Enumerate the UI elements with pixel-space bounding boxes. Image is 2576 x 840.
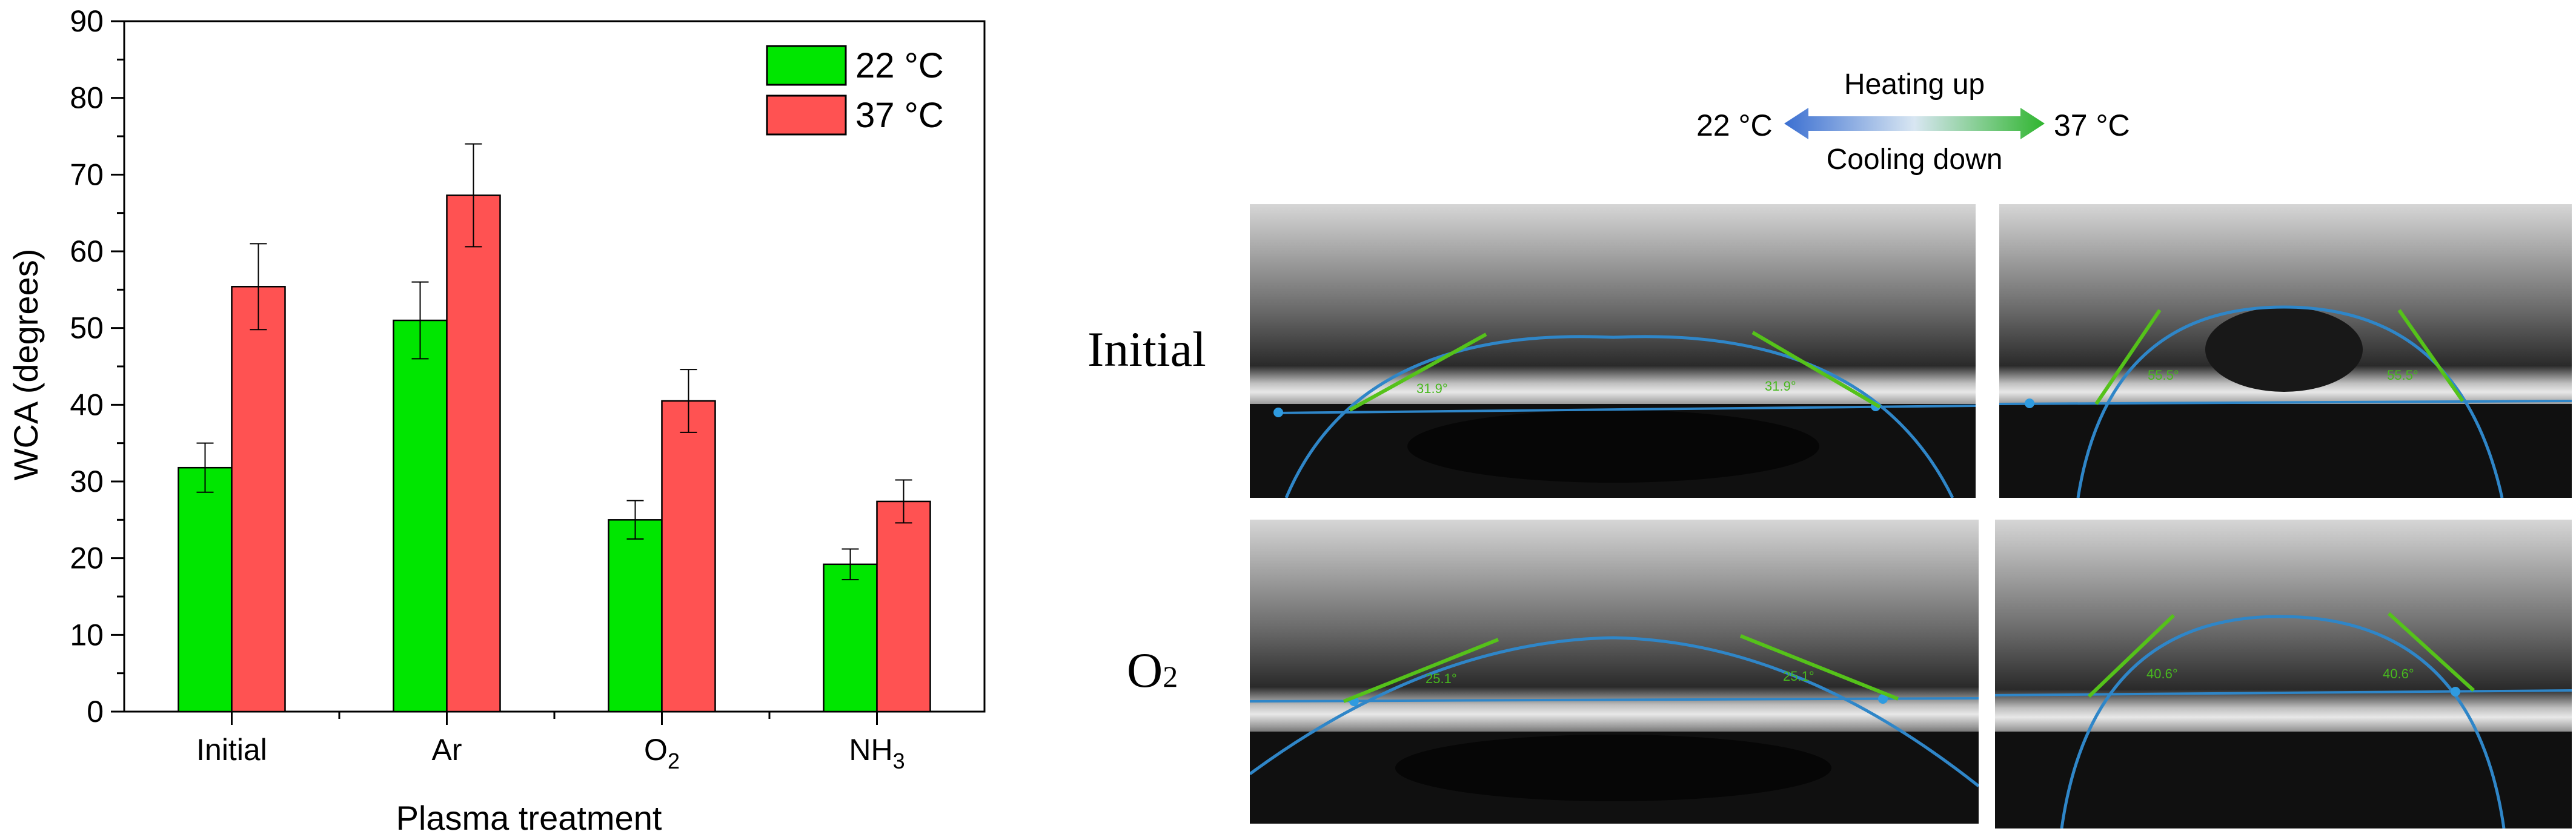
angle-label-initial-37-left: 55.5°: [2148, 368, 2179, 383]
y-tick-label: 20: [70, 541, 104, 575]
chart-axes: [111, 20, 986, 725]
y-axis-title: WCA (degrees): [7, 249, 45, 481]
bar-Initial-1: [231, 286, 286, 713]
y-tick-label: 50: [70, 311, 104, 345]
angle-label-initial-37-right: 55.5°: [2387, 368, 2418, 383]
arrow-left-label: 22 °C: [1696, 108, 1773, 142]
droplet-overlay: 25.1° 25.1°: [1250, 634, 1979, 824]
droplet-overlay: 55.5° 55.5°: [1999, 305, 2572, 498]
y-tick-label: 60: [70, 234, 104, 268]
y-tick-label: 10: [70, 618, 104, 652]
photo-o2-22C: 25.1° 25.1°: [1250, 520, 1979, 824]
bar-NH3-0: [823, 563, 878, 713]
x-tick-label: Ar: [432, 733, 462, 767]
angle-label-initial-22-left: 31.9°: [1416, 381, 1448, 396]
row-label-o2-main: O: [1127, 643, 1163, 698]
x-tick-label: NH3: [849, 733, 905, 773]
row-label-initial: Initial: [1087, 322, 1206, 377]
y-tick-label: 90: [70, 4, 104, 38]
wca-bar-chart: 0 10 20 30 40 50 60 70 80 90 Initial Ar O2 NH3 WCA (d…: [7, 4, 986, 837]
arrow-right-label: 37 °C: [2054, 108, 2130, 142]
x-tick-label-sub: 2: [668, 749, 680, 773]
y-tick-label: 0: [87, 695, 104, 729]
x-axis-title: Plasma treatment: [396, 799, 662, 837]
angle-label-o2-22-left: 25.1°: [1426, 671, 1457, 686]
x-tick-label-main: Ar: [432, 733, 462, 767]
angle-label-o2-37-left: 40.6°: [2146, 666, 2178, 681]
angle-label-o2-37-right: 40.6°: [2383, 666, 2414, 681]
bar-Ar-0: [393, 319, 448, 713]
droplet-overlay: 31.9° 31.9°: [1250, 331, 1976, 498]
legend-label-37: 37 °C: [855, 96, 944, 135]
photo-o2-37C: 40.6° 40.6°: [1995, 520, 2572, 828]
angle-label-o2-22-right: 25.1°: [1783, 669, 1814, 684]
row-label-o2: O2: [1127, 642, 1178, 699]
heating-caption: Heating up: [1844, 68, 1985, 101]
x-tick-label-main: O: [644, 733, 668, 767]
temperature-arrow: 22 °C 37 °C Heating up Cooling down: [1684, 61, 2145, 182]
legend-swatch-37: [766, 94, 847, 136]
bar-O2-1: [661, 400, 716, 713]
y-tick-label: 80: [70, 81, 104, 115]
double-arrow-icon: [1784, 108, 2045, 139]
y-tick-label: 40: [70, 388, 104, 422]
legend: 22 °C 37 °C: [766, 45, 944, 136]
y-tick-label: 70: [70, 157, 104, 191]
bar-Initial-0: [178, 466, 233, 713]
legend-label-22: 22 °C: [855, 46, 944, 85]
bar-O2-0: [608, 519, 663, 713]
y-tick-label: 30: [70, 465, 104, 498]
chart-labels: 0 10 20 30 40 50 60 70 80 90 Initial Ar O2 NH3: [70, 4, 905, 773]
photo-initial-22C: 31.9° 31.9°: [1250, 204, 1976, 498]
x-tick-label-sub: 3: [893, 749, 905, 773]
bar-NH3-1: [876, 500, 931, 713]
chart-bars: [178, 143, 931, 713]
angle-label-initial-22-right: 31.9°: [1765, 379, 1796, 394]
droplet-overlay: 40.6° 40.6°: [1995, 612, 2572, 828]
x-tick-label-main: NH: [849, 733, 892, 767]
legend-swatch-22: [766, 45, 847, 86]
row-label-o2-sub: 2: [1163, 660, 1178, 693]
x-tick-label-main: Initial: [196, 733, 267, 767]
x-tick-label: Initial: [196, 733, 267, 767]
cooling-caption: Cooling down: [1826, 144, 2003, 176]
x-tick-label: O2: [644, 733, 680, 773]
bar-Ar-1: [446, 194, 501, 713]
photo-initial-37C: 55.5° 55.5°: [1999, 204, 2572, 498]
